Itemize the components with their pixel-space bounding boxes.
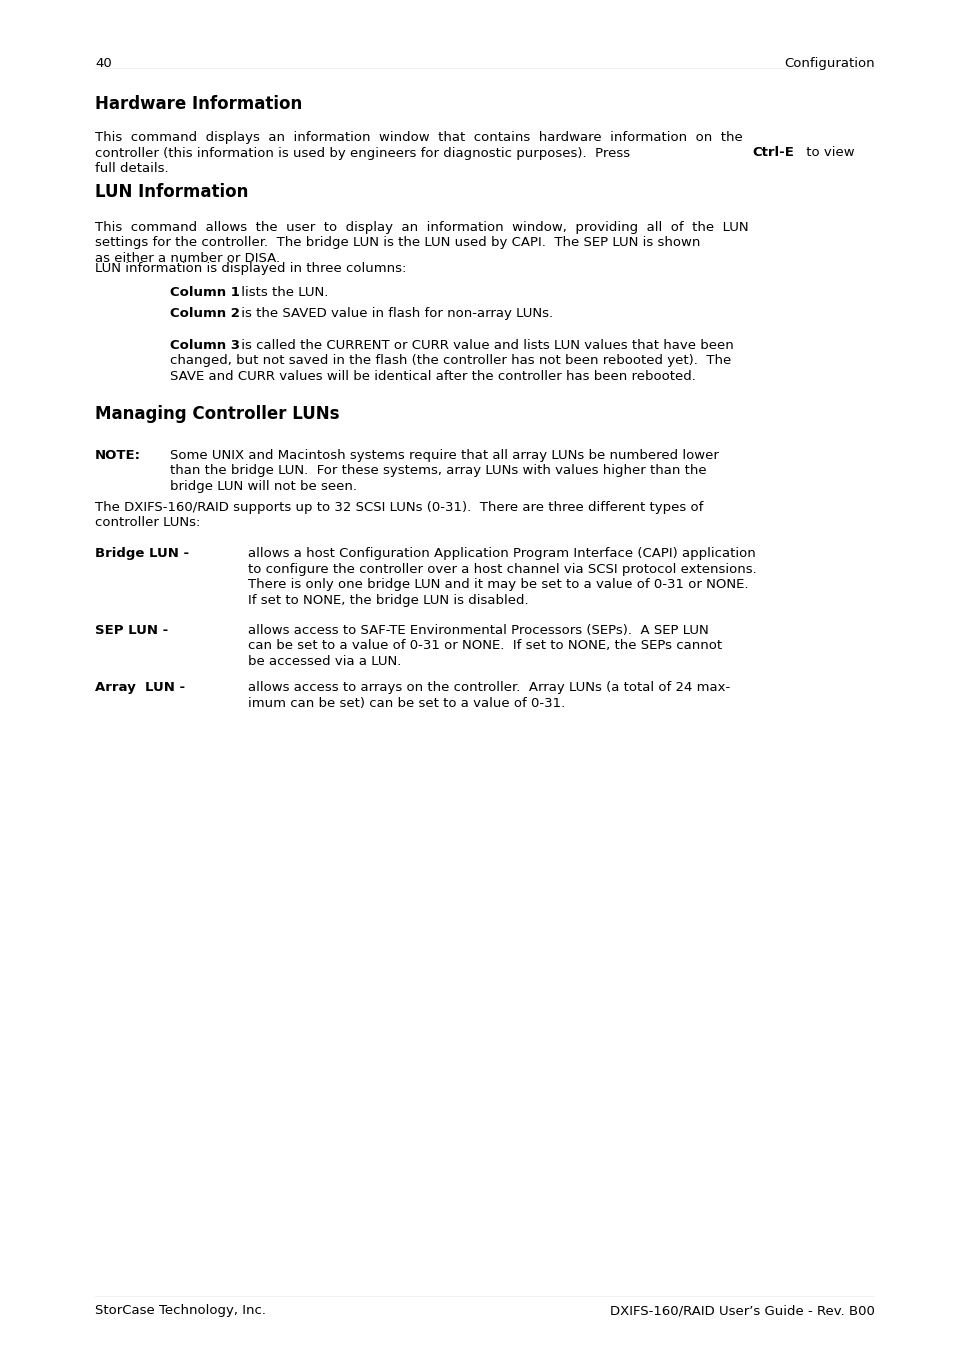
Text: controller (this information is used by engineers for diagnostic purposes).  Pre: controller (this information is used by …	[95, 146, 634, 160]
Text: LUN information is displayed in three columns:: LUN information is displayed in three co…	[95, 261, 406, 275]
Text: is called the CURRENT or CURR value and lists LUN values that have been: is called the CURRENT or CURR value and …	[236, 340, 733, 352]
Text: The DXIFS-160/RAID supports up to 32 SCSI LUNs (0-31).  There are three differen: The DXIFS-160/RAID supports up to 32 SCS…	[95, 501, 702, 513]
Text: imum can be set) can be set to a value of 0-31.: imum can be set) can be set to a value o…	[248, 697, 565, 709]
Text: Array  LUN -: Array LUN -	[95, 680, 185, 694]
Text: Column 1: Column 1	[170, 286, 239, 298]
Text: bridge LUN will not be seen.: bridge LUN will not be seen.	[170, 481, 356, 493]
Text: lists the LUN.: lists the LUN.	[236, 286, 328, 298]
Text: be accessed via a LUN.: be accessed via a LUN.	[248, 654, 401, 668]
Text: DXIFS-160/RAID User’s Guide - Rev. B00: DXIFS-160/RAID User’s Guide - Rev. B00	[610, 1305, 874, 1317]
Text: Column 2: Column 2	[170, 307, 239, 320]
Text: to configure the controller over a host channel via SCSI protocol extensions.: to configure the controller over a host …	[248, 563, 756, 575]
Text: Column 3: Column 3	[170, 340, 240, 352]
Text: Hardware Information: Hardware Information	[95, 94, 302, 114]
Text: full details.: full details.	[95, 162, 169, 175]
Text: can be set to a value of 0-31 or NONE.  If set to NONE, the SEPs cannot: can be set to a value of 0-31 or NONE. I…	[248, 639, 721, 653]
Text: If set to NONE, the bridge LUN is disabled.: If set to NONE, the bridge LUN is disabl…	[248, 594, 528, 606]
Text: as either a number or DISA.: as either a number or DISA.	[95, 252, 280, 266]
Text: settings for the controller.  The bridge LUN is the LUN used by CAPI.  The SEP L: settings for the controller. The bridge …	[95, 237, 700, 249]
Text: Configuration: Configuration	[783, 57, 874, 70]
Text: to view: to view	[801, 146, 854, 160]
Text: than the bridge LUN.  For these systems, array LUNs with values higher than the: than the bridge LUN. For these systems, …	[170, 464, 706, 478]
Text: allows a host Configuration Application Program Interface (CAPI) application: allows a host Configuration Application …	[248, 548, 755, 560]
Text: SEP LUN -: SEP LUN -	[95, 624, 168, 637]
Text: This  command  displays  an  information  window  that  contains  hardware  info: This command displays an information win…	[95, 131, 742, 144]
Text: Bridge LUN -: Bridge LUN -	[95, 548, 189, 560]
Text: allows access to SAF-TE Environmental Processors (SEPs).  A SEP LUN: allows access to SAF-TE Environmental Pr…	[248, 624, 708, 637]
Text: controller LUNs:: controller LUNs:	[95, 516, 200, 530]
Text: This  command  allows  the  user  to  display  an  information  window,  providi: This command allows the user to display …	[95, 220, 748, 234]
Text: SAVE and CURR values will be identical after the controller has been rebooted.: SAVE and CURR values will be identical a…	[170, 370, 695, 383]
Text: Some UNIX and Macintosh systems require that all array LUNs be numbered lower: Some UNIX and Macintosh systems require …	[170, 449, 719, 461]
Text: allows access to arrays on the controller.  Array LUNs (a total of 24 max-: allows access to arrays on the controlle…	[248, 680, 729, 694]
Text: NOTE:: NOTE:	[95, 449, 141, 461]
Text: There is only one bridge LUN and it may be set to a value of 0-31 or NONE.: There is only one bridge LUN and it may …	[248, 578, 748, 591]
Text: Managing Controller LUNs: Managing Controller LUNs	[95, 405, 339, 423]
Text: LUN Information: LUN Information	[95, 183, 248, 201]
Text: is the SAVED value in flash for non-array LUNs.: is the SAVED value in flash for non-arra…	[236, 307, 552, 320]
Text: 40: 40	[95, 57, 112, 70]
Text: Ctrl-E: Ctrl-E	[751, 146, 793, 160]
Text: StorCase Technology, Inc.: StorCase Technology, Inc.	[95, 1305, 266, 1317]
Text: changed, but not saved in the flash (the controller has not been rebooted yet). : changed, but not saved in the flash (the…	[170, 355, 731, 367]
